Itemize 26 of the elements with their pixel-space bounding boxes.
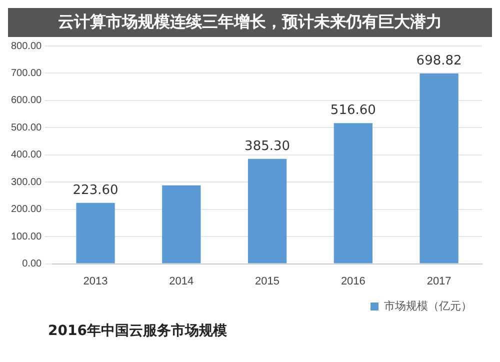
text: 2016年中国云服务市场规模 <box>47 322 228 340</box>
y-tick-label: 300.00 <box>10 176 42 188</box>
data-label: 516.60 <box>330 103 376 118</box>
x-tick-label: 2014 <box>169 275 194 288</box>
data-label: 385.30 <box>244 138 290 154</box>
y-tick-label: 200.00 <box>10 204 42 216</box>
y-tick-label: 100.00 <box>10 231 42 242</box>
bar <box>76 202 115 264</box>
x-tick-label: 2013 <box>83 275 108 288</box>
y-tick-label: 800.00 <box>10 40 42 52</box>
x-tick-label: 2015 <box>255 275 280 288</box>
y-tick-label: 400.00 <box>10 150 42 161</box>
bar <box>334 123 372 264</box>
y-tick-label: 500.00 <box>10 122 42 134</box>
bar <box>248 158 287 264</box>
data-label: 698.82 <box>416 53 462 68</box>
legend-label: 市场规模（亿元） <box>384 300 472 313</box>
bar <box>420 74 458 264</box>
y-tick-label: 0.00 <box>22 258 42 270</box>
x-tick-label: 2016 <box>340 275 366 288</box>
chart-subtitle: 云计算市场规模连续三年增长，预计未来仍有巨大潜力 <box>8 8 492 37</box>
bar <box>162 185 201 264</box>
x-tick-label: 2017 <box>426 275 452 288</box>
data-label: 223.60 <box>72 182 118 198</box>
y-tick-label: 600.00 <box>10 95 42 106</box>
y-tick-label: 700.00 <box>10 68 42 79</box>
